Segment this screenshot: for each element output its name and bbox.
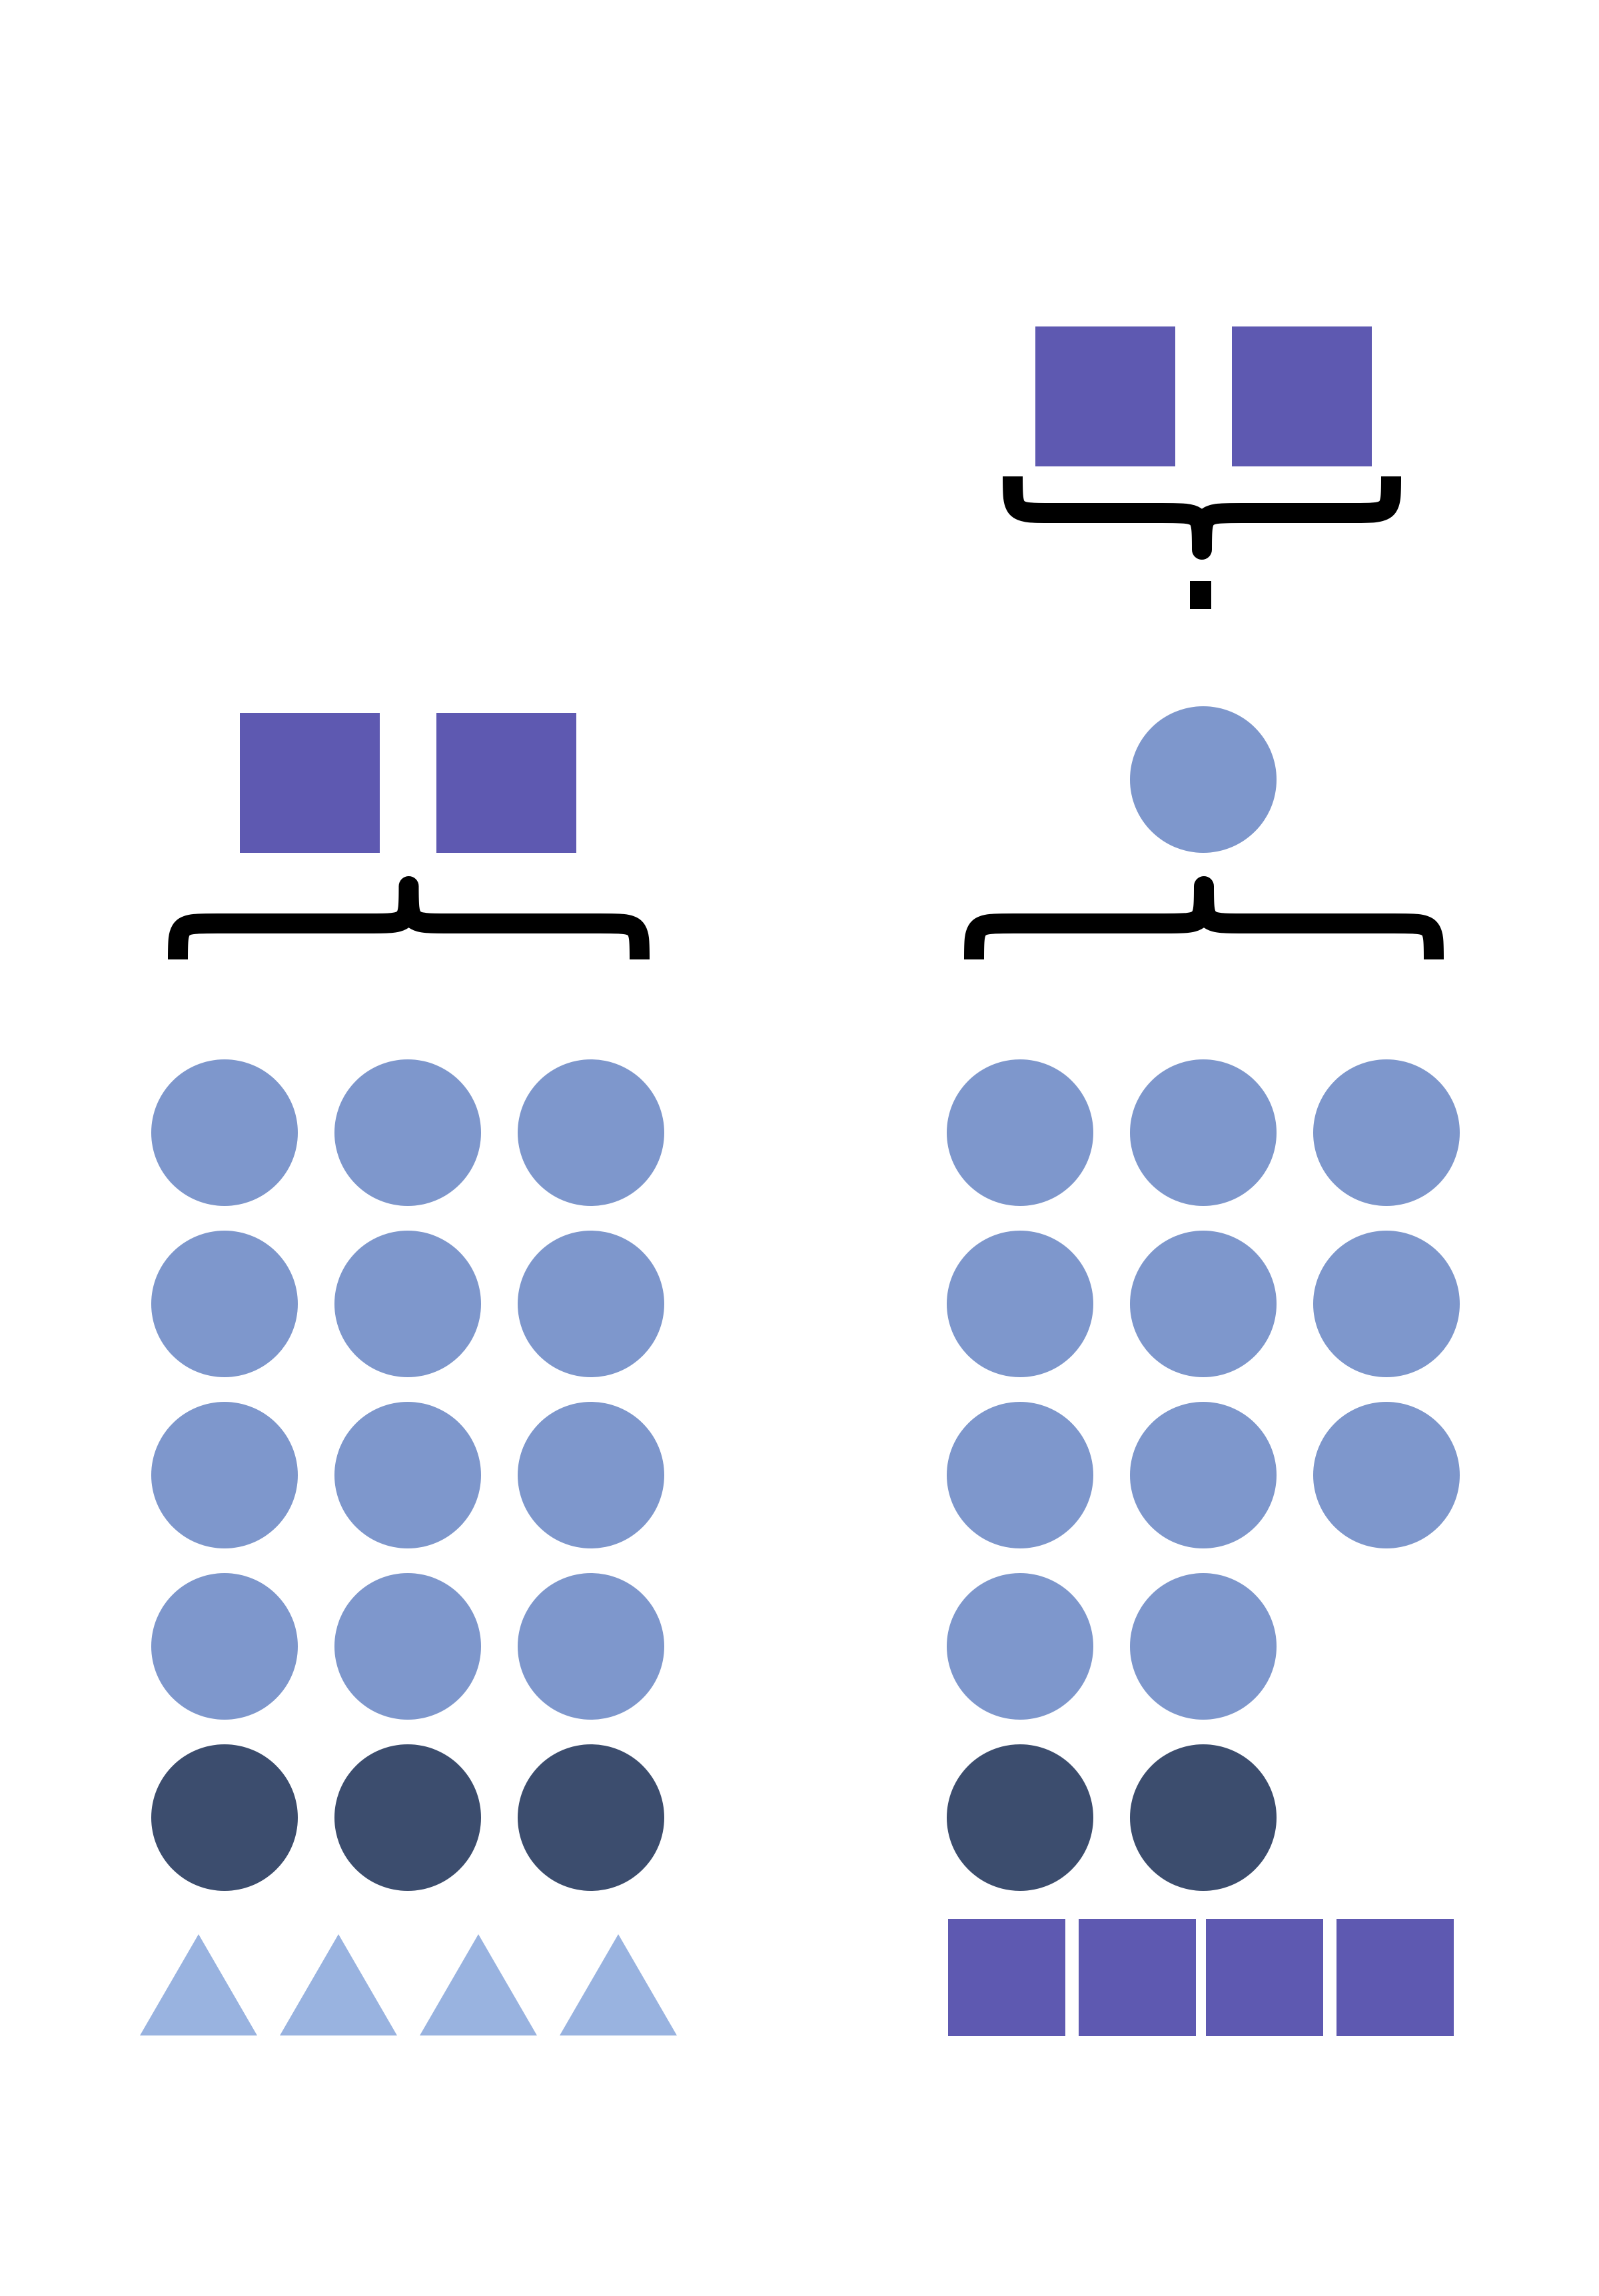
- triangle-left-1: [140, 1934, 257, 2035]
- circle-light-left-r4c3: [518, 1573, 664, 1720]
- circle-light-left-r2c2: [334, 1231, 481, 1377]
- square-left-top-2: [436, 713, 576, 853]
- circle-dark-left-2: [334, 1744, 481, 1891]
- circle-light-left-r3c3: [518, 1402, 664, 1548]
- circle-light-left-r4c1: [151, 1573, 298, 1720]
- square-right-bottom-1: [948, 1919, 1065, 2036]
- circle-light-left-r1c3: [518, 1059, 664, 1206]
- circle-light-left-r1c2: [334, 1059, 481, 1206]
- triangle-left-2: [280, 1934, 397, 2035]
- circle-light-right-r3c2: [1130, 1402, 1277, 1548]
- triangle-left-4: [560, 1934, 677, 2035]
- circle-dark-left-1: [151, 1744, 298, 1891]
- circle-light-right-r3c3: [1313, 1402, 1460, 1548]
- circle-light-right-r1c3: [1313, 1059, 1460, 1206]
- shapes-layer: [140, 326, 1460, 2036]
- circle-light-left-r3c1: [151, 1402, 298, 1548]
- circle-light-right-r2c3: [1313, 1231, 1460, 1377]
- circle-light-left-r4c2: [334, 1573, 481, 1720]
- circle-dark-right-1: [947, 1744, 1093, 1891]
- circle-dark-right-2: [1130, 1744, 1277, 1891]
- square-right-bottom-3: [1206, 1919, 1323, 2036]
- brace-left: [168, 876, 650, 960]
- circle-light-left-r3c2: [334, 1402, 481, 1548]
- circle-light-right-r2c1: [947, 1231, 1093, 1377]
- brace-right-top-dot: [1190, 581, 1211, 609]
- brace-right-bottom: [964, 876, 1444, 960]
- circle-light-left-r2c1: [151, 1231, 298, 1377]
- brace-right-top: [1003, 476, 1401, 560]
- circle-right-middle: [1130, 706, 1277, 853]
- square-right-top-2: [1232, 326, 1372, 466]
- square-left-top-1: [240, 713, 380, 853]
- triangle-left-3: [420, 1934, 537, 2035]
- square-right-top-1: [1035, 326, 1175, 466]
- circle-light-right-r2c2: [1130, 1231, 1277, 1377]
- circle-light-right-r1c2: [1130, 1059, 1277, 1206]
- circle-light-right-r1c1: [947, 1059, 1093, 1206]
- circle-light-right-r4c2: [1130, 1573, 1277, 1720]
- square-right-bottom-2: [1079, 1919, 1196, 2036]
- circle-light-right-r4c1: [947, 1573, 1093, 1720]
- square-right-bottom-4: [1336, 1919, 1454, 2036]
- circle-dark-left-3: [518, 1744, 664, 1891]
- circle-light-left-r2c3: [518, 1231, 664, 1377]
- circle-light-right-r3c1: [947, 1402, 1093, 1548]
- circle-light-left-r1c1: [151, 1059, 298, 1206]
